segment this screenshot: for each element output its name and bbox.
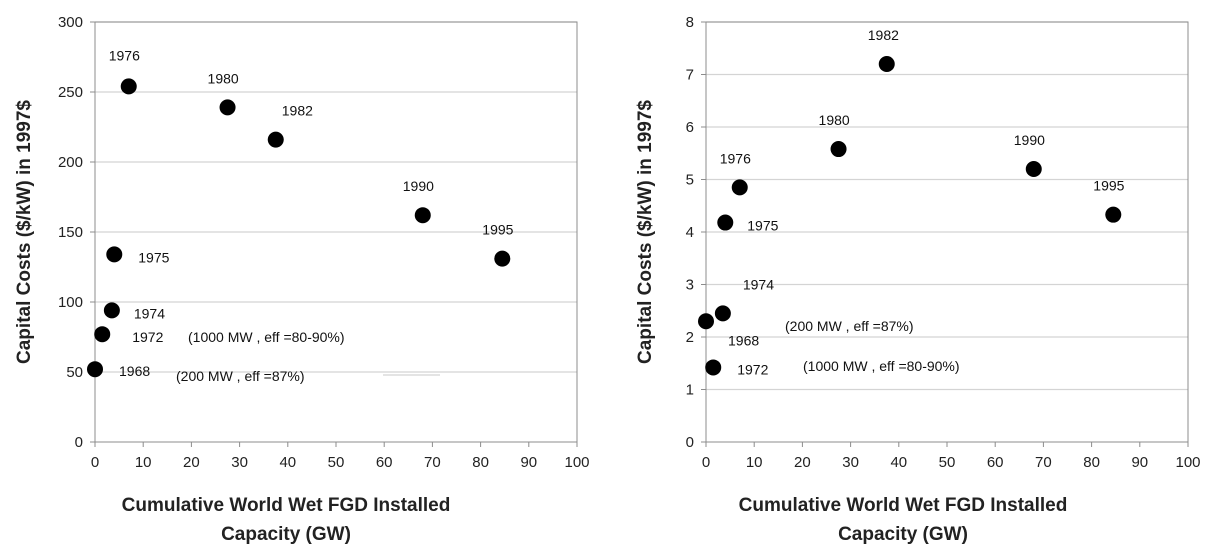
x-tick-label: 80 [472,454,489,471]
point-label-1974: 1974 [743,276,774,292]
point-label-1980: 1980 [208,70,239,86]
point-label-1976: 1976 [720,150,751,166]
x-tick-label: 90 [520,454,537,471]
y-tick-label: 8 [686,14,694,31]
x-axis-title-line-1: Cumulative World Wet FGD Installed [122,495,451,516]
point-label-1990: 1990 [403,178,434,194]
data-point-1980 [219,99,236,116]
annotation-text: (200 MW , eff =87%) [785,318,914,334]
data-point-1974 [714,305,731,322]
x-axis-title-line-1: Cumulative World Wet FGD Installed [739,495,1068,516]
y-tick-label: 3 [686,277,694,294]
x-tick-label: 50 [328,454,345,471]
data-point-1990 [1025,161,1042,177]
x-tick-label: 90 [1131,454,1148,471]
point-label-1975: 1975 [747,218,778,234]
data-point-1974 [103,302,120,319]
y-axis-title: Capital Costs ($/kW) in 1997$ [635,100,656,364]
x-axis-title-line-2: Capacity (GW) [221,524,351,545]
data-point-1982 [267,131,284,148]
data-point-1975 [717,214,734,231]
data-point-1980 [830,141,847,158]
point-label-1982: 1982 [282,103,313,119]
point-label-1995: 1995 [482,222,513,238]
x-tick-label: 60 [987,454,1004,471]
point-label-1972: 1972 [132,329,163,345]
data-point-1995 [494,250,511,267]
y-tick-label: 6 [686,119,694,136]
annotation-text: (1000 MW , eff =80-90%) [803,358,960,374]
x-tick-label: 70 [424,454,441,471]
y-tick-label: 300 [58,14,83,31]
data-point-1995 [1105,206,1122,223]
y-tick-label: 100 [58,294,83,311]
data-point-1968 [698,313,714,330]
annotation-text: (200 MW , eff =87%) [176,368,305,384]
x-tick-label: 10 [746,454,763,471]
data-point-1990 [414,207,431,224]
y-tick-label: 7 [686,67,694,84]
x-tick-label: 40 [279,454,296,471]
x-tick-label: 80 [1083,454,1100,471]
data-point-1972 [705,359,722,376]
x-tick-label: 100 [564,454,589,471]
y-tick-label: 150 [58,224,83,241]
point-label-1980: 1980 [819,112,850,128]
y-tick-label: 2 [686,329,694,346]
y-tick-label: 50 [66,364,83,381]
x-tick-label: 50 [939,454,956,471]
x-tick-label: 20 [794,454,811,471]
annotation-text: (1000 MW , eff =80-90%) [188,329,345,345]
point-label-1968: 1968 [728,332,759,348]
x-tick-label: 40 [890,454,907,471]
y-axis-title: Capital Costs ($/kW) in 1997$ [14,100,35,364]
y-tick-label: 250 [58,84,83,101]
data-point-1968 [87,361,103,378]
point-label-1974: 1974 [134,305,165,321]
point-label-1972: 1972 [737,361,768,377]
x-tick-label: 100 [1175,454,1200,471]
x-tick-label: 0 [91,454,99,471]
data-point-1975 [106,246,123,263]
data-point-1982 [878,56,895,72]
x-tick-label: 60 [376,454,393,471]
point-label-1982: 1982 [868,27,899,43]
point-label-1990: 1990 [1014,132,1045,148]
x-axis-title-line-2: Capacity (GW) [838,524,968,545]
point-label-1995: 1995 [1093,178,1124,194]
data-point-1976 [120,78,137,95]
x-tick-label: 70 [1035,454,1052,471]
x-tick-label: 30 [842,454,859,471]
point-label-1976: 1976 [109,47,140,63]
y-tick-label: 5 [686,172,694,189]
data-point-1972 [94,326,111,343]
point-label-1968: 1968 [119,363,150,379]
point-label-1975: 1975 [138,249,169,265]
y-tick-label: 0 [75,434,83,451]
x-tick-label: 30 [231,454,248,471]
y-tick-label: 1 [686,382,694,399]
y-tick-label: 0 [686,434,694,451]
y-tick-label: 200 [58,154,83,171]
x-tick-label: 20 [183,454,200,471]
y-tick-label: 4 [686,224,694,241]
x-tick-label: 10 [135,454,152,471]
data-point-1976 [731,179,748,196]
x-tick-label: 0 [702,454,710,471]
left-scatter-chart: 0 50 100 150 200 250 300 0 10 20 30 40 50 60 70 80 90 100… [14,14,590,545]
